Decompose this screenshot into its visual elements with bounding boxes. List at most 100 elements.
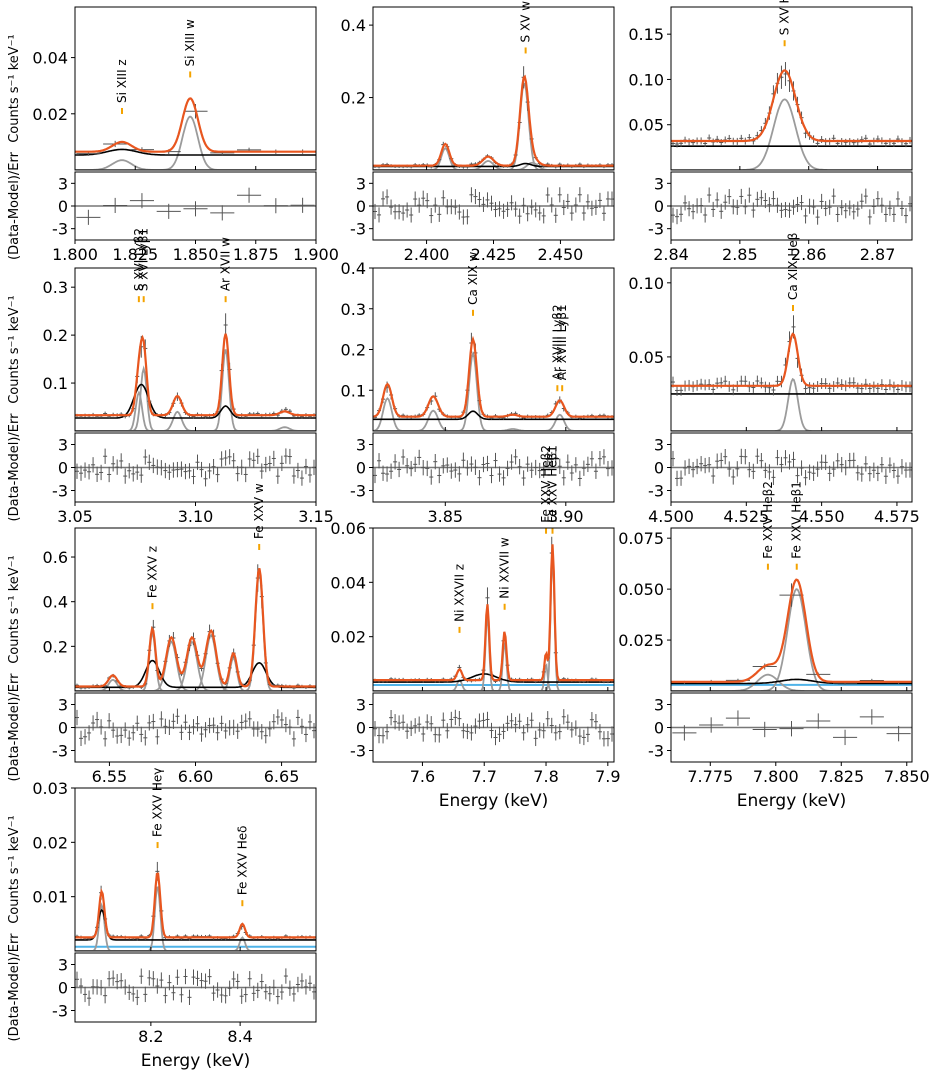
- residual-y-tick-label: 3: [654, 696, 664, 715]
- y-tick-label: 0.04: [32, 49, 68, 68]
- x-tick-label: 7.775: [687, 767, 733, 786]
- main-plot-area: [373, 536, 614, 691]
- total-model: [373, 335, 614, 418]
- x-tick-label: 7.825: [818, 767, 864, 786]
- residual-y-tick-label: 3: [58, 174, 68, 193]
- residual-plot-area: [671, 448, 912, 487]
- line-component-1: [373, 160, 614, 170]
- y-tick-label: 0.10: [628, 274, 664, 293]
- line-component-0: [671, 377, 912, 431]
- residual-y-tick-label: 0: [58, 979, 68, 998]
- line-label: Fe XXV Heδ: [235, 826, 249, 896]
- background-model: [75, 383, 316, 419]
- main-axes-frame: [372, 6, 615, 171]
- y-tick-label: 0.3: [43, 278, 68, 297]
- background-model: [671, 678, 912, 685]
- x-tick-label: 7.6: [410, 767, 435, 786]
- residual-plot-area: [671, 187, 912, 225]
- total-model: [373, 74, 614, 167]
- residual-y-tick-label: 3: [356, 174, 366, 193]
- line-label: Ni XXVII w: [498, 537, 512, 599]
- y-tick-label: 0.075: [618, 529, 664, 548]
- line-label: Fe XXV Heβ1: [790, 481, 804, 559]
- y-tick-label: 0.4: [341, 259, 366, 278]
- line-label: Ar XVII w: [219, 237, 233, 291]
- line-component-0: [373, 397, 614, 431]
- panel-p3: S XV Heβ 0.05 0.10 0.15 3 0 -3 2.84 2.85 2.86 2.87: [628, 0, 913, 264]
- x-tick-label: 4.575: [874, 507, 920, 526]
- residual-y-tick-label: 0: [356, 197, 366, 216]
- line-label: S XV Heβ: [778, 0, 792, 35]
- line-label: Fe XXV z: [145, 546, 159, 598]
- y-tick-label: 0.2: [341, 341, 366, 360]
- residual-plot-area: [75, 448, 316, 487]
- residual-y-tick-label: -3: [350, 482, 366, 501]
- x-tick-label: 1.875: [233, 245, 279, 264]
- y-tick-label: 0.025: [618, 631, 664, 650]
- ylabel-residual: (Data-Model)/Err: [7, 673, 22, 782]
- y-tick-label: 0.3: [341, 300, 366, 319]
- line-component-0: [671, 98, 912, 170]
- main-plot-area: [75, 564, 316, 691]
- line-label: Fe XXV Heβ2: [539, 445, 553, 523]
- residual-y-tick-label: -3: [52, 482, 68, 501]
- residual-y-tick-label: 0: [58, 459, 68, 478]
- residual-y-tick-label: -3: [350, 742, 366, 761]
- residual-y-tick-label: 3: [356, 696, 366, 715]
- residual-y-tick-label: 3: [654, 174, 664, 193]
- ylabel-residual: (Data-Model)/Err: [7, 151, 22, 260]
- residual-y-tick-label: -3: [648, 742, 664, 761]
- residual-y-tick-label: 0: [654, 197, 664, 216]
- line-label: Si XIII w: [183, 19, 197, 66]
- residual-y-tick-label: 3: [58, 436, 68, 455]
- y-tick-label: 0.4: [43, 593, 68, 612]
- residual-plot-area: [373, 709, 614, 747]
- main-axes-frame: [670, 527, 913, 692]
- x-tick-label: 3.90: [548, 507, 584, 526]
- xlabel: Energy (keV): [439, 791, 549, 811]
- x-tick-label: 7.800: [753, 767, 799, 786]
- main-plot-area: [671, 578, 912, 691]
- residual-plot-area: [373, 187, 614, 225]
- data-points: [75, 313, 316, 419]
- main-plot-area: [75, 861, 316, 951]
- x-tick-label: 6.65: [264, 767, 300, 786]
- total-model: [75, 333, 316, 417]
- residual-y-tick-label: 0: [356, 459, 366, 478]
- panel-p6: Ca XIX Heβ 0.05 0.10 3 0 -3 4.500 4.525 4.550 4.5…: [628, 233, 919, 526]
- residual-plot-area: [671, 709, 912, 746]
- main-axes-frame: [372, 267, 615, 432]
- total-model: [75, 872, 316, 939]
- main-axes-frame: [74, 527, 317, 692]
- residual-y-tick-label: 3: [356, 436, 366, 455]
- x-tick-label: 2.84: [653, 245, 689, 264]
- y-tick-label: 0.1: [341, 381, 366, 400]
- residual-y-tick-label: 0: [654, 719, 664, 738]
- y-tick-label: 0.06: [330, 519, 366, 538]
- line-component-4: [75, 426, 316, 431]
- residual-y-tick-label: -3: [350, 220, 366, 239]
- main-plot-area: [671, 62, 912, 170]
- panel-p2: S XV w 0.2 0.4 3 0 -3 2.400 2.425 2.450: [341, 1, 615, 264]
- total-model: [671, 69, 912, 143]
- data-points: [373, 66, 614, 169]
- line-label: Ca XIX Heβ: [786, 233, 800, 300]
- x-tick-label: 6.60: [178, 767, 214, 786]
- x-tick-label: 4.500: [648, 507, 694, 526]
- ylabel-counts: Counts s⁻¹ keV⁻¹: [7, 34, 22, 143]
- residual-plot-area: [75, 187, 316, 225]
- panel-p7: Fe XXV z Fe XXV w 0.2 0.4 0.6 3 0 -3 6.55 6.60 6.6…: [7, 483, 317, 786]
- x-tick-label: 3.05: [57, 507, 93, 526]
- main-axes-frame: [74, 787, 317, 952]
- main-axes-frame: [74, 267, 317, 432]
- line-component-0: [75, 678, 316, 691]
- line-label: Ar XVIII Lyβ1: [555, 304, 569, 380]
- main-plot-area: [373, 66, 614, 170]
- x-tick-label: 1.850: [173, 245, 219, 264]
- y-tick-label: 0.15: [628, 25, 664, 44]
- line-component-1: [75, 365, 316, 431]
